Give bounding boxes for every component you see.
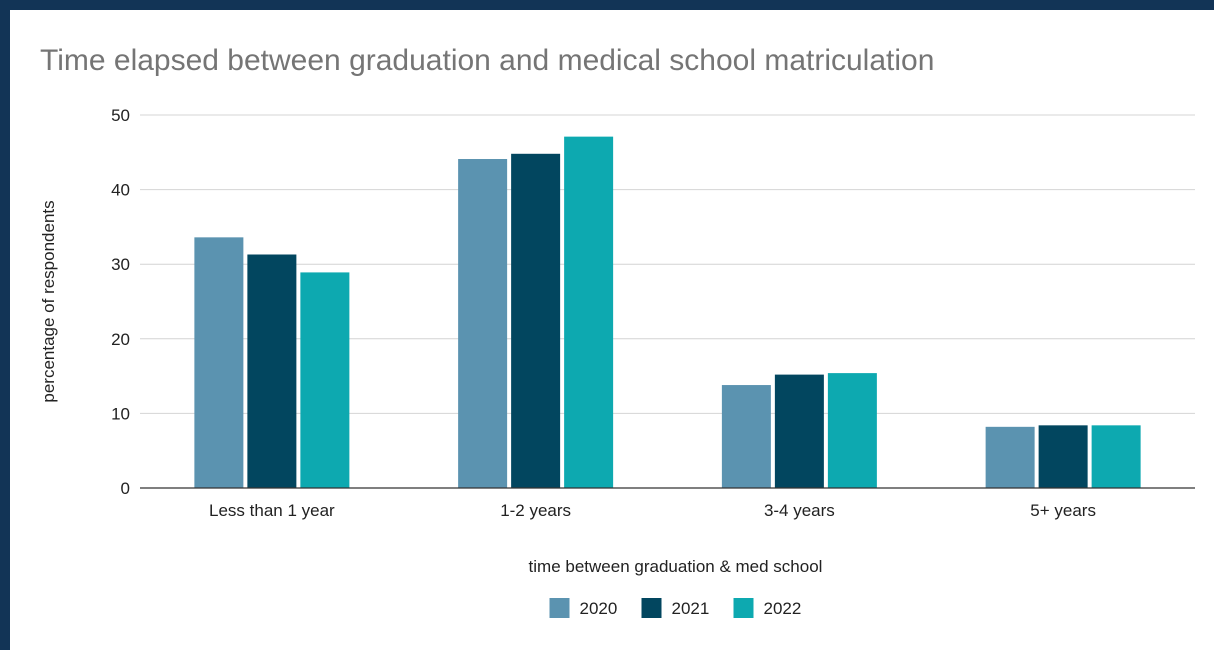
bar-2022-4 bbox=[1091, 425, 1141, 488]
x-tick-label: 1-2 years bbox=[500, 501, 571, 520]
y-axis-label: percentage of respondents bbox=[39, 200, 58, 402]
x-tick-label: 5+ years bbox=[1030, 501, 1096, 520]
legend: 2020 2021 2022 bbox=[549, 598, 802, 618]
bar-2021-2 bbox=[511, 153, 561, 489]
legend-swatch-2022 bbox=[733, 598, 754, 618]
legend-label: 2022 bbox=[764, 599, 802, 618]
legend-swatch-2020 bbox=[549, 598, 570, 618]
x-tick-label: Less than 1 year bbox=[209, 501, 335, 520]
bar-2020-3 bbox=[721, 385, 771, 488]
y-tick-labels: 0 10 20 30 40 50 bbox=[111, 106, 130, 498]
bar-2022-3 bbox=[827, 373, 877, 488]
y-tick-label: 20 bbox=[111, 330, 130, 349]
legend-label: 2020 bbox=[580, 599, 618, 618]
bar-2022-2 bbox=[564, 136, 614, 488]
x-tick-label: 3-4 years bbox=[764, 501, 835, 520]
chart-title: Time elapsed between graduation and medi… bbox=[40, 44, 934, 77]
chart-frame: Time elapsed between graduation and medi… bbox=[10, 10, 1214, 650]
bar-2021-3 bbox=[774, 374, 824, 488]
y-tick-label: 40 bbox=[111, 181, 130, 200]
chart: Time elapsed between graduation and medi… bbox=[39, 44, 1195, 618]
x-axis-label: time between graduation & med school bbox=[529, 557, 823, 576]
x-tick-labels: Less than 1 year 1-2 years 3-4 years 5+ yea… bbox=[209, 501, 1096, 520]
legend-label: 2021 bbox=[672, 599, 710, 618]
legend-swatch-2021 bbox=[641, 598, 662, 618]
y-tick-label: 10 bbox=[111, 404, 130, 423]
y-tick-label: 30 bbox=[111, 255, 130, 274]
bar-2022-1 bbox=[300, 272, 350, 488]
bar-2020-1 bbox=[194, 237, 244, 488]
y-tick-label: 0 bbox=[121, 479, 130, 498]
bars bbox=[194, 136, 1141, 489]
bar-2020-4 bbox=[985, 426, 1035, 488]
gridlines bbox=[140, 114, 1195, 414]
y-tick-label: 50 bbox=[111, 106, 130, 125]
bar-2021-4 bbox=[1038, 425, 1088, 488]
bar-2020-2 bbox=[458, 159, 508, 488]
bar-2021-1 bbox=[247, 254, 297, 488]
